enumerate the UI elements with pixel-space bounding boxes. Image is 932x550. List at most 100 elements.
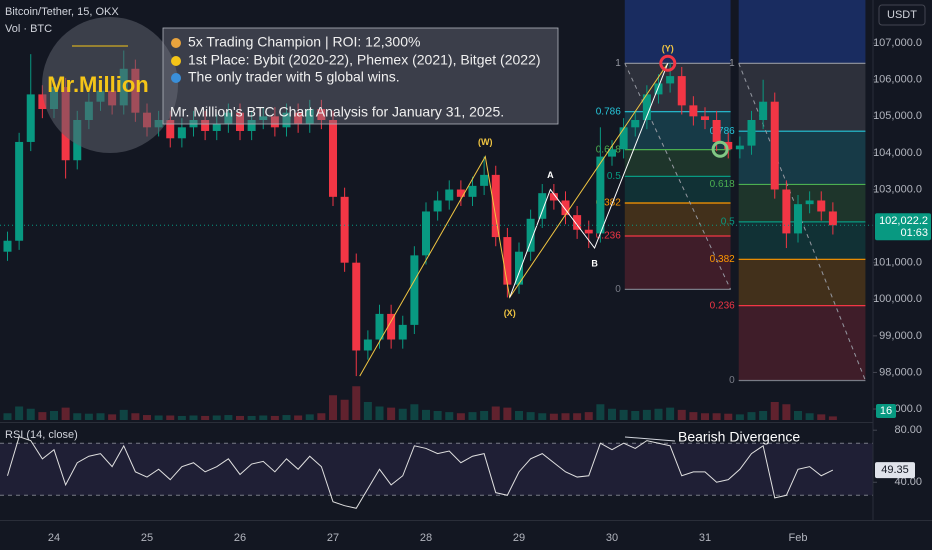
fib-zone [624,236,731,290]
rsi-band [0,443,873,496]
volume-bar [50,411,58,420]
y-tick-label: 106,000.0 [873,74,922,86]
y-tick-label: 103,000.0 [873,183,922,195]
fib-level-label: 0 [615,284,621,295]
candle-body [666,76,675,84]
candle-body [596,156,605,234]
fib-zone [738,305,866,381]
volume-bar [573,413,582,420]
wave-line [359,63,669,377]
volume-bar [735,414,744,420]
wave-label: B [591,258,598,268]
volume-bar [805,413,814,420]
volume-bar [236,415,244,420]
rsi-tick-label: 40.00 [894,476,922,488]
fib-level-label: 0.5 [721,217,735,228]
medal-icon [171,56,181,66]
volume-bar [468,412,477,420]
volume-bar [340,399,349,420]
y-tick-label: 99,000.0 [879,330,922,342]
y-tick-label: 100,000.0 [873,293,922,305]
candle-body [515,251,523,285]
volume-bar [549,413,558,420]
candle-body [270,116,279,128]
candle-body [561,200,570,216]
volume-bar [398,408,407,420]
candle-body [608,149,616,157]
candle-body [410,255,419,325]
currency-button[interactable] [878,4,926,26]
candle-body [212,123,221,131]
candle-body [759,101,768,120]
volume-bar [794,411,802,420]
wave-label: A [547,170,554,180]
volume-bar [445,412,454,420]
candle-body [166,120,175,139]
overlay-layer: Mr.Million 5x Trading Champion | ROI: 12… [5,4,926,445]
candle-body [15,141,24,241]
volume-bar [515,411,523,420]
rsi-line [7,436,834,509]
volume-bar [282,415,291,420]
fib-level-label: 0.5 [607,171,621,182]
candle-body [573,215,582,230]
candle-body [26,94,35,142]
volume-bar [177,415,186,420]
y-tick-label: 98,000.0 [879,366,922,378]
x-tick-label: 25 [141,532,153,544]
y-tick-label: 107,000.0 [873,37,922,49]
candle-body [3,240,12,252]
fib-zone [624,149,731,177]
candle-body [445,189,454,201]
candle-body [38,94,47,110]
x-tick-label: 30 [606,532,618,544]
candle-body [387,313,396,340]
fib-level-label: 0.382 [710,254,735,265]
candle-body [329,120,337,197]
wave-label: (W) [478,137,493,147]
currency-label[interactable]: USDT [887,9,917,21]
candle-body [747,120,756,146]
volume-bar [619,409,628,420]
fib-level-label: 1 [729,58,735,69]
volume-last-label: 16 [880,405,892,417]
volume-bar [270,415,279,420]
candle-body [363,339,372,351]
volume-bar [189,415,198,420]
fib-zone [624,176,731,204]
volume-bar [759,411,768,420]
volume-bar [677,409,686,420]
volume-bar [212,415,221,420]
fib-level-label: 0.786 [710,126,735,137]
candle-body [724,141,733,150]
volume-bar [456,413,465,420]
candle-body [456,189,465,197]
candle-body [480,174,489,186]
volume-bar [701,413,709,420]
volume-bar [143,415,151,420]
candle-body [491,174,500,238]
info-line: 1st Place: Bybit (2020-22), Phemex (2021… [188,52,541,68]
volume-bar [329,395,337,420]
volume-bar [712,413,721,420]
volume-bar [782,404,791,420]
volume-bar [654,408,663,420]
candle-body [422,211,430,256]
volume-bar [108,414,117,420]
candle-body [259,116,268,120]
x-tick-label: 26 [234,532,246,544]
volume-last-box [876,404,896,418]
volume-bar [305,414,314,420]
rsi-last-box [875,462,915,479]
divergence-line [624,436,676,442]
wave-line [509,63,669,298]
fib-level-label: 0 [729,375,735,386]
volume-bar [503,407,512,420]
candle-body [549,193,558,201]
x-tick-label: 24 [48,532,60,544]
candle-body [177,127,186,139]
fib-top-zone [738,0,866,64]
candle-body [282,112,291,128]
volume-bar [38,412,47,420]
volume-bar [352,386,361,420]
